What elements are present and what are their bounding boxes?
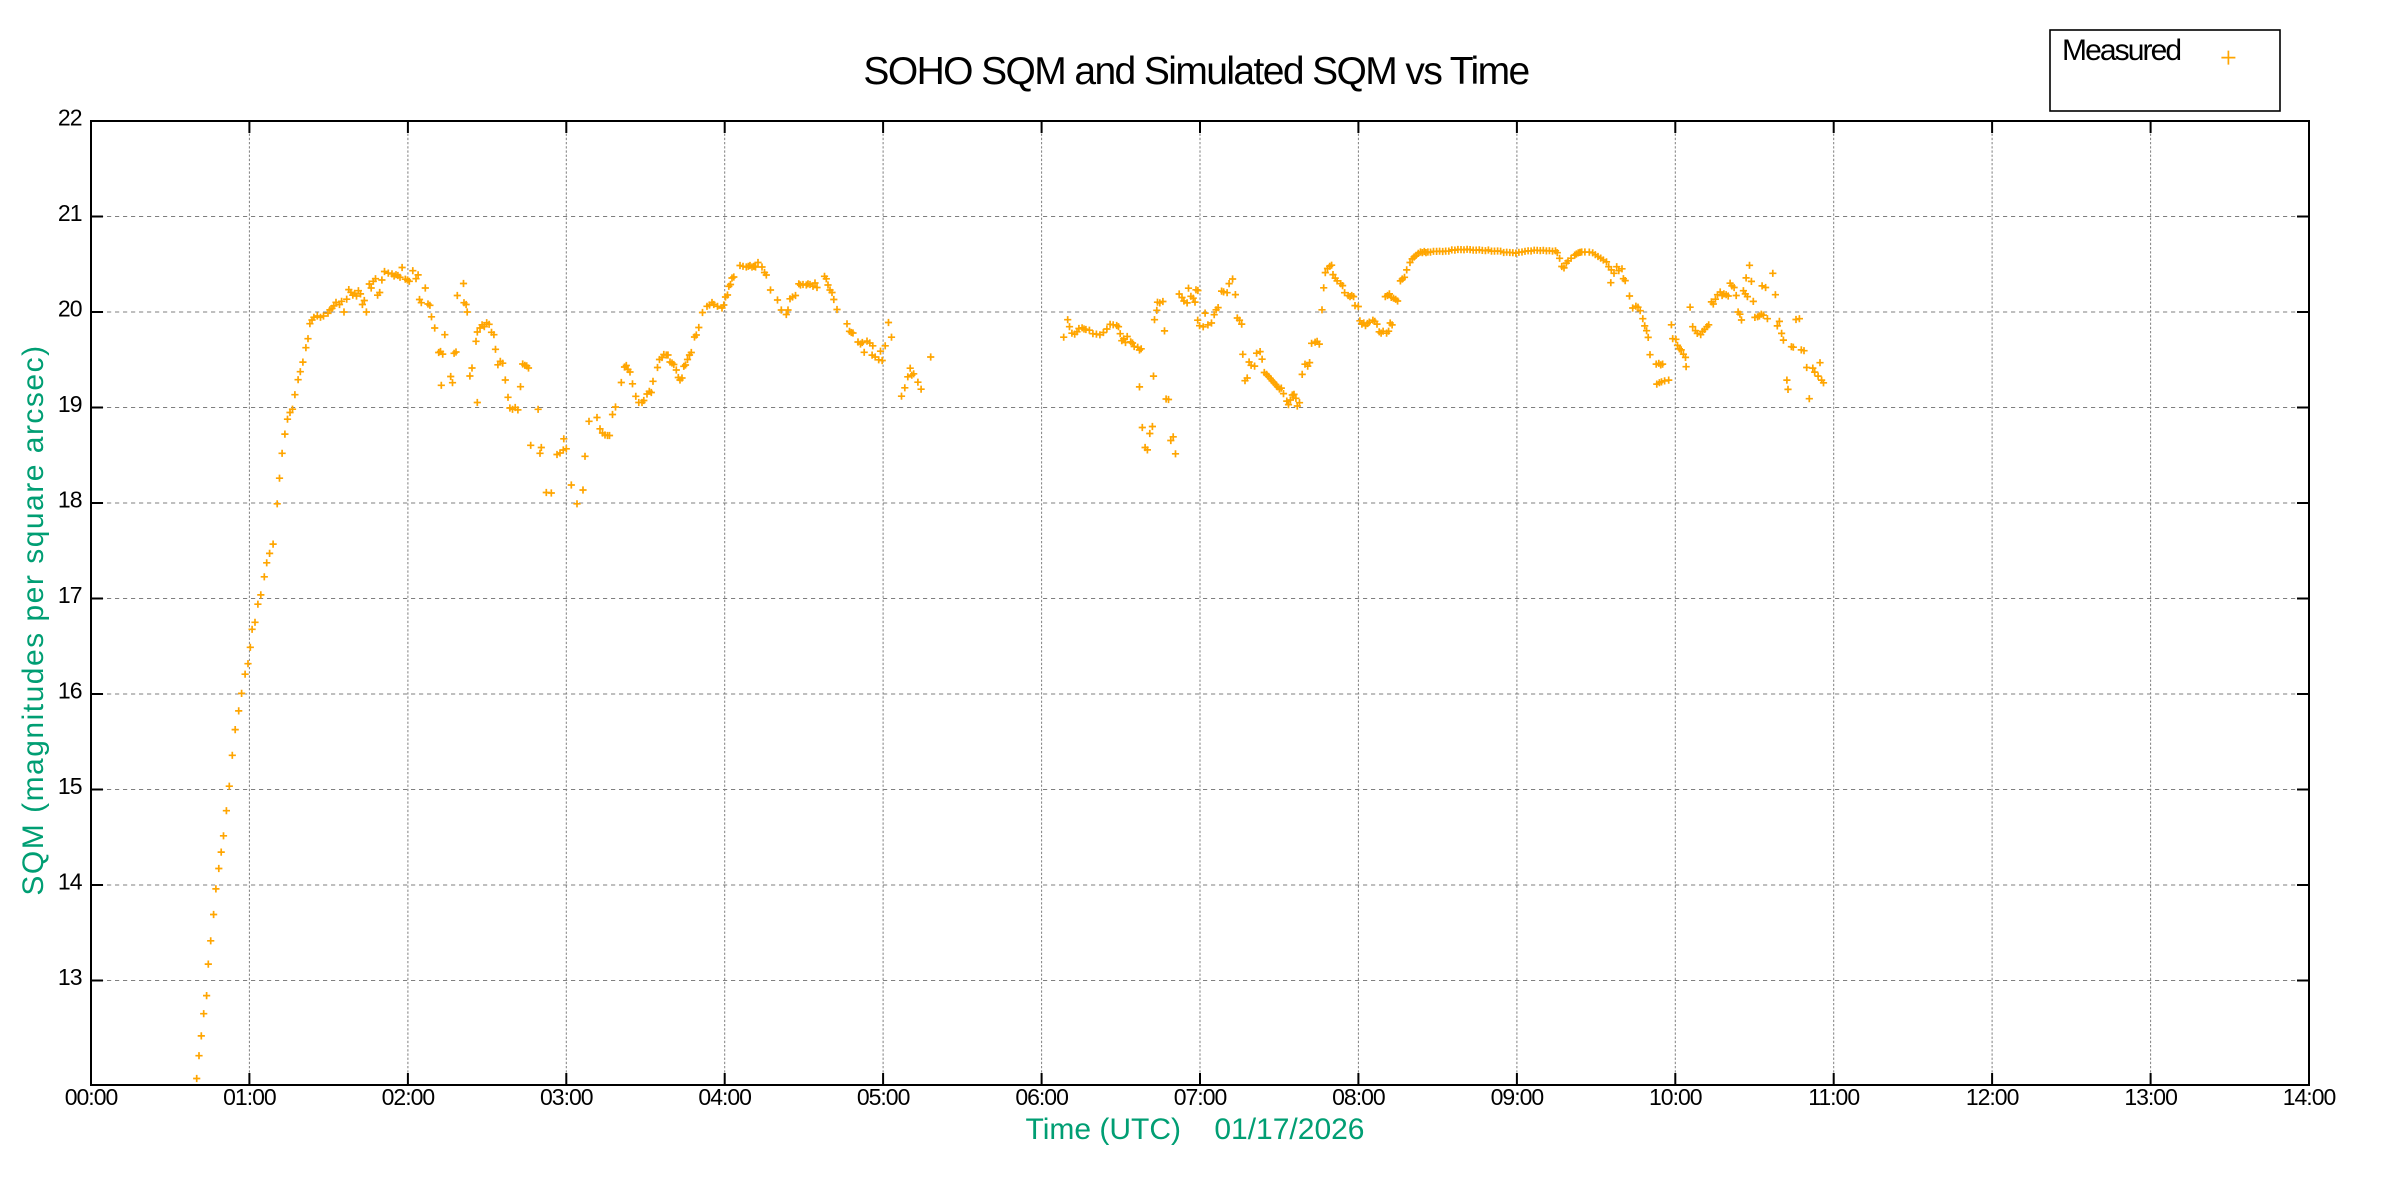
svg-text:04:00: 04:00: [698, 1084, 751, 1110]
svg-text:SOHO SQM and Simulated SQM vs: SOHO SQM and Simulated SQM vs Time: [863, 50, 1528, 93]
svg-text:13: 13: [58, 964, 82, 990]
svg-text:21: 21: [58, 200, 82, 226]
svg-text:05:00: 05:00: [857, 1084, 910, 1110]
svg-text:14: 14: [58, 869, 83, 895]
svg-text:20: 20: [58, 296, 82, 322]
svg-text:19: 19: [58, 391, 82, 417]
svg-text:09:00: 09:00: [1491, 1084, 1544, 1110]
svg-text:14:00: 14:00: [2283, 1084, 2336, 1110]
svg-text:00:00: 00:00: [65, 1084, 118, 1110]
svg-text:03:00: 03:00: [540, 1084, 593, 1110]
svg-text:02:00: 02:00: [382, 1084, 435, 1110]
svg-text:16: 16: [58, 678, 82, 704]
svg-text:22: 22: [58, 105, 82, 131]
svg-text:15: 15: [58, 773, 82, 799]
svg-text:13:00: 13:00: [2124, 1084, 2177, 1110]
svg-text:18: 18: [58, 487, 82, 513]
svg-text:06:00: 06:00: [1015, 1084, 1068, 1110]
svg-text:07:00: 07:00: [1174, 1084, 1227, 1110]
svg-text:11:00: 11:00: [1808, 1084, 1859, 1110]
svg-text:01:00: 01:00: [223, 1084, 276, 1110]
svg-text:10:00: 10:00: [1649, 1084, 1702, 1110]
svg-text:Time (UTC) 01/17/2026: Time (UTC) 01/17/2026: [1025, 1113, 1364, 1146]
svg-text:12:00: 12:00: [1966, 1084, 2019, 1110]
svg-text:Measured: Measured: [2062, 34, 2180, 67]
svg-text:08:00: 08:00: [1332, 1084, 1385, 1110]
svg-text:17: 17: [58, 582, 82, 608]
svg-text:SQM (magnitudes per square arc: SQM (magnitudes per square arcsec): [17, 344, 50, 895]
